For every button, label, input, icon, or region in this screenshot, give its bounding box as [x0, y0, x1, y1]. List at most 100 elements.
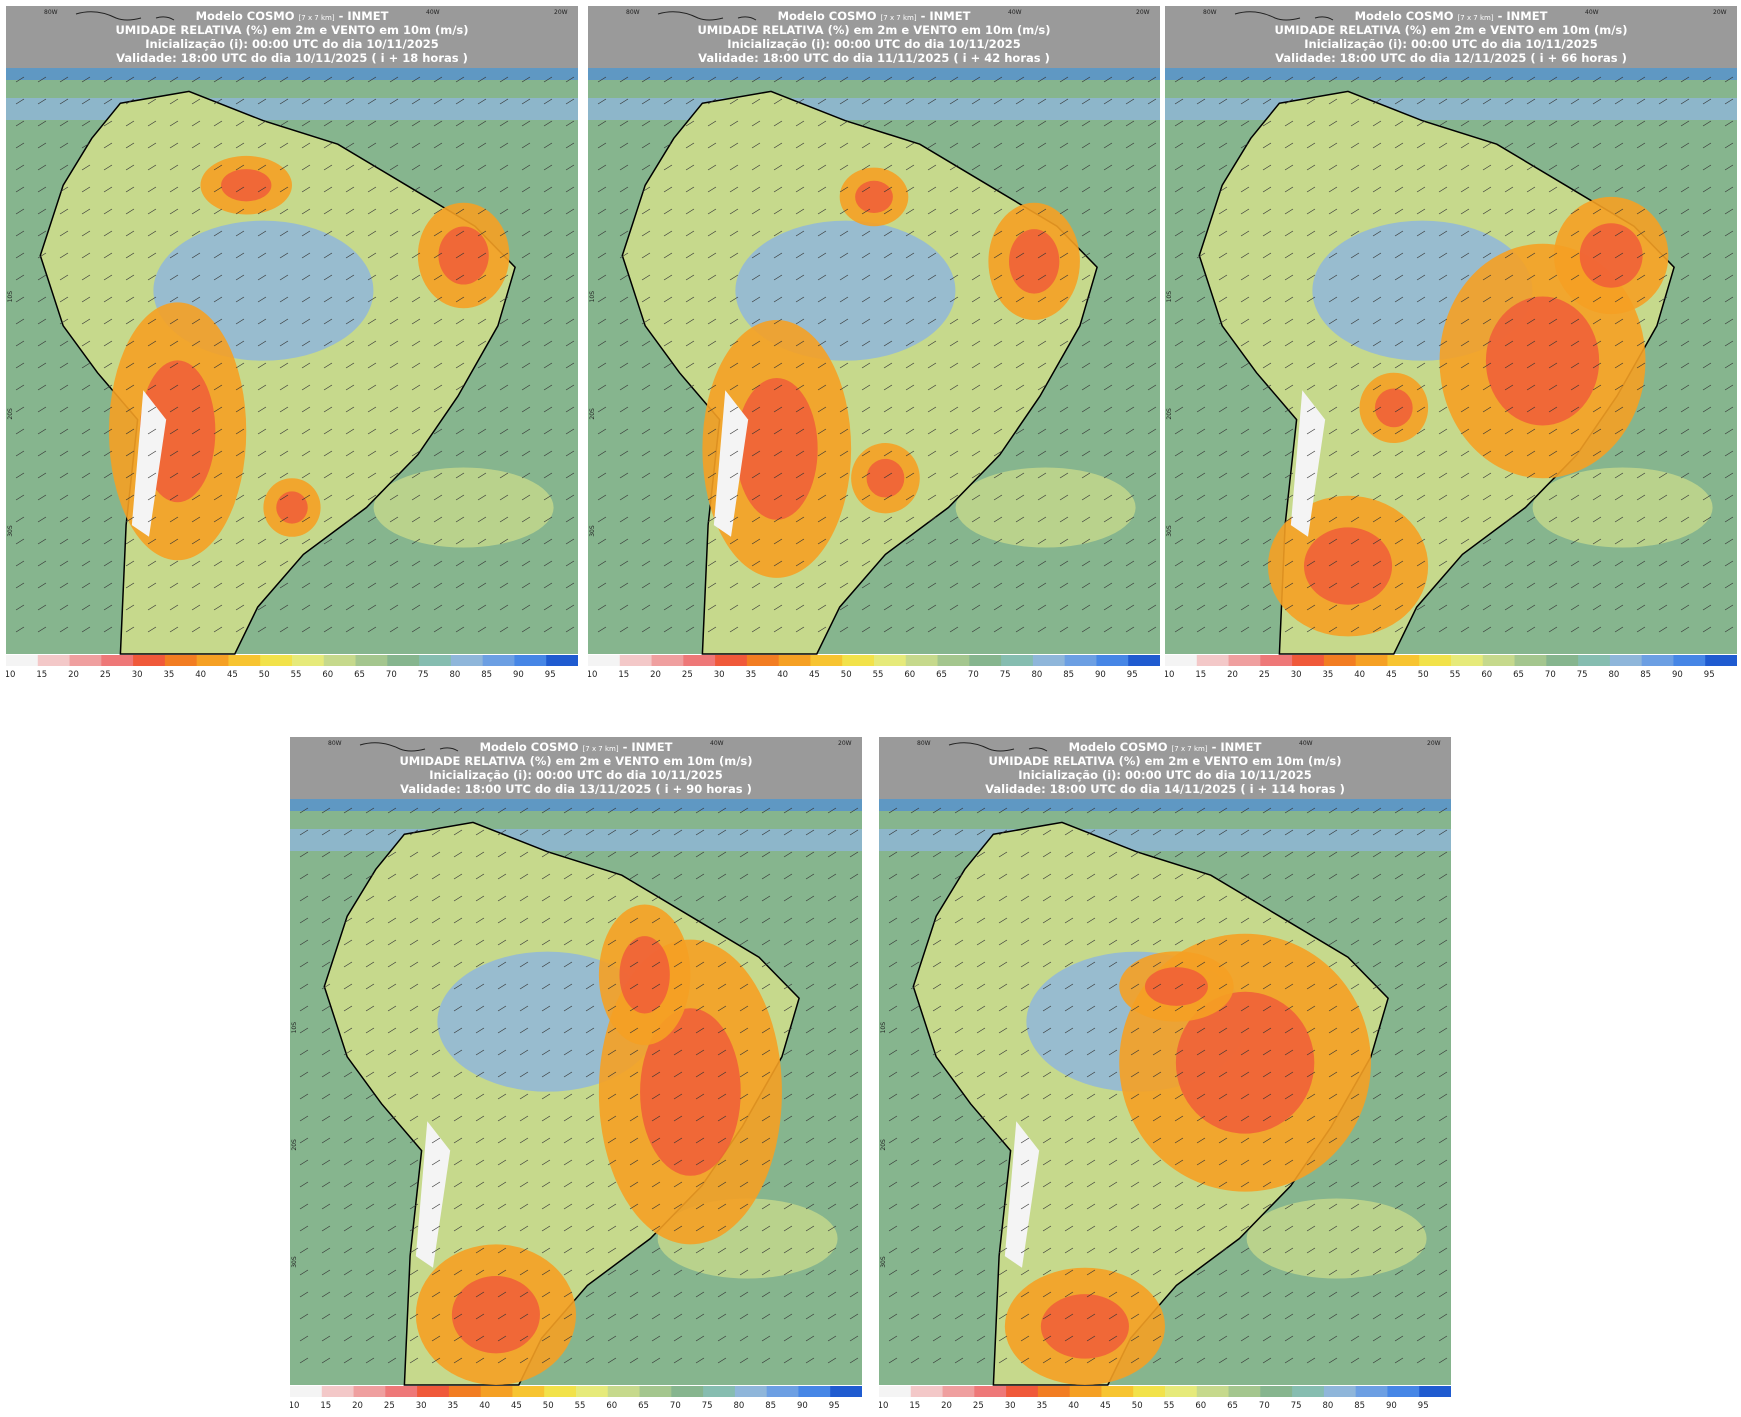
wind-barb	[619, 164, 629, 171]
wind-barb	[695, 917, 705, 924]
wind-barb	[519, 1269, 529, 1276]
colorbar-label: 60	[606, 1401, 617, 1411]
wind-barb	[519, 1115, 529, 1122]
wind-barb	[1438, 76, 1448, 83]
wind-barb	[343, 1335, 353, 1342]
wind-barb	[477, 406, 487, 413]
wind-barb	[1394, 164, 1404, 171]
wind-barb	[1570, 406, 1580, 413]
wind-barb	[191, 494, 201, 501]
wind-barb	[1086, 829, 1096, 836]
wind-barb	[729, 208, 739, 215]
wind-barb	[1218, 983, 1228, 990]
wind-barb	[1086, 1115, 1096, 1122]
wind-barb	[971, 252, 981, 259]
wind-barb	[1240, 230, 1250, 237]
wind-barb	[998, 895, 1008, 902]
wind-barb	[1680, 208, 1690, 215]
wind-barb	[563, 983, 573, 990]
wind-barb	[257, 626, 267, 633]
wind-barb	[1438, 917, 1448, 924]
wind-barb	[839, 142, 849, 149]
wind-barb	[1196, 1181, 1206, 1188]
wind-barb	[409, 1247, 419, 1254]
wind-barb	[81, 516, 91, 523]
wind-barb	[663, 582, 673, 589]
wind-barb	[1570, 604, 1580, 611]
wind-barb	[751, 560, 761, 567]
wind-barb	[1081, 142, 1091, 149]
wind-barb	[1306, 1181, 1316, 1188]
wind-barb	[279, 604, 289, 611]
wind-barb	[59, 516, 69, 523]
wind-barb	[409, 807, 419, 814]
wind-barb	[1064, 1071, 1074, 1078]
wind-barb	[1240, 1269, 1250, 1276]
wind-barb	[1482, 582, 1492, 589]
wind-barb	[905, 120, 915, 127]
wind-barb	[932, 1335, 942, 1342]
wind-barb	[1680, 384, 1690, 391]
wind-barb	[1416, 1313, 1426, 1320]
wind-barb	[367, 450, 377, 457]
wind-barb	[389, 428, 399, 435]
wind-barb	[1130, 917, 1140, 924]
wind-barb	[323, 274, 333, 281]
wind-barb	[861, 582, 871, 589]
wind-barb	[279, 230, 289, 237]
wind-barb	[213, 626, 223, 633]
wind-barb	[707, 230, 717, 237]
wind-barb	[1306, 384, 1316, 391]
colorbar-label: 30	[132, 670, 143, 680]
wind-barb	[1724, 142, 1734, 149]
wind-barb	[1152, 983, 1162, 990]
wind-barb	[1482, 340, 1492, 347]
wind-barb	[817, 516, 827, 523]
wind-barb	[1504, 604, 1514, 611]
wind-barb	[1015, 142, 1025, 149]
wind-barb	[1037, 472, 1047, 479]
wind-barb	[1240, 560, 1250, 567]
wind-barb	[1614, 340, 1624, 347]
wind-barb	[888, 829, 898, 836]
wind-barb	[1103, 76, 1113, 83]
wind-barb	[1394, 1203, 1404, 1210]
wind-barb	[81, 76, 91, 83]
colorbar-label: 70	[670, 1401, 681, 1411]
colorbar-swatch	[196, 655, 229, 666]
wind-barb	[1306, 230, 1316, 237]
wind-barb	[888, 1181, 898, 1188]
wind-barb	[81, 252, 91, 259]
wind-barb	[695, 1181, 705, 1188]
wind-barb	[910, 807, 920, 814]
wind-barb	[607, 873, 617, 880]
wind-barb	[1328, 164, 1338, 171]
wind-barb	[1240, 472, 1250, 479]
wind-barb	[345, 208, 355, 215]
wind-barb	[641, 450, 651, 457]
wind-barb	[651, 1049, 661, 1056]
wind-barb	[15, 340, 25, 347]
wind-barb	[695, 1291, 705, 1298]
wind-barb	[59, 252, 69, 259]
wind-barb	[905, 76, 915, 83]
wind-barb	[910, 895, 920, 902]
wind-barb	[607, 1313, 617, 1320]
wind-barb	[1059, 340, 1069, 347]
wind-barb	[1438, 362, 1448, 369]
wind-barb	[343, 851, 353, 858]
wind-barb	[191, 252, 201, 259]
wind-barb	[59, 120, 69, 127]
wind-barb	[839, 384, 849, 391]
wind-barb	[739, 1335, 749, 1342]
wind-barb	[729, 274, 739, 281]
wind-barb	[1394, 873, 1404, 880]
wind-barb	[1218, 230, 1228, 237]
wind-barb	[663, 186, 673, 193]
wind-barb	[849, 807, 859, 814]
wind-barb	[1328, 1269, 1338, 1276]
wind-barb	[1438, 1071, 1448, 1078]
wind-barb	[191, 120, 201, 127]
wind-barb	[125, 252, 135, 259]
